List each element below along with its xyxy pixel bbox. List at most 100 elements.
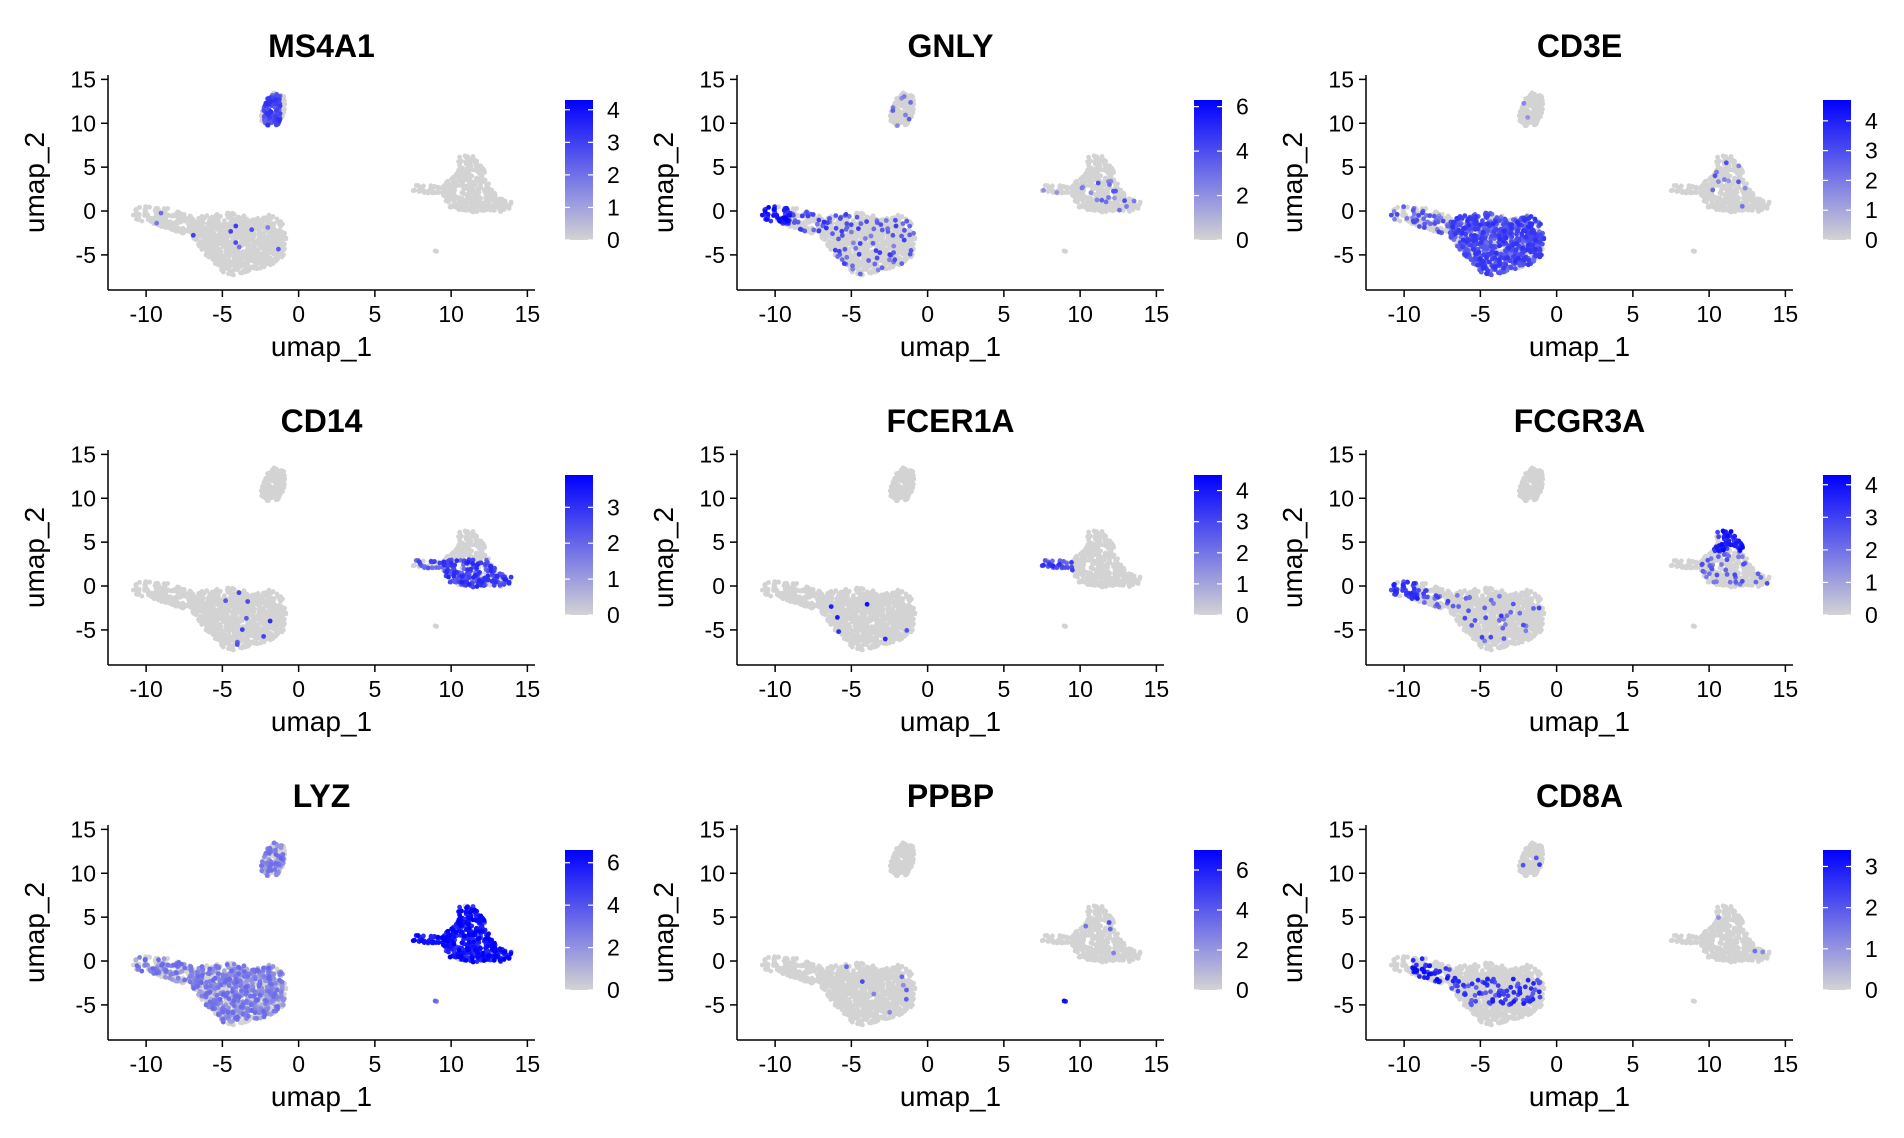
data-point <box>261 222 266 228</box>
data-point <box>879 244 885 250</box>
data-point-expressed <box>1392 216 1397 222</box>
data-point <box>478 195 483 201</box>
data-point <box>208 247 214 253</box>
data-point <box>185 216 191 221</box>
data-point <box>1699 187 1705 193</box>
legend-tick-label: 6 <box>1236 94 1249 120</box>
data-point <box>1105 163 1110 168</box>
data-point-expressed <box>816 228 822 234</box>
data-point <box>186 221 191 227</box>
data-point-expressed <box>233 223 239 229</box>
data-point <box>482 170 487 175</box>
data-point-expressed <box>265 122 271 128</box>
data-point-expressed <box>853 245 859 251</box>
data-point <box>1517 109 1523 114</box>
data-point-expressed <box>903 112 908 118</box>
data-point <box>225 264 231 270</box>
data-point <box>239 222 245 228</box>
data-point <box>1531 112 1536 118</box>
data-point-expressed <box>273 97 278 103</box>
data-point <box>280 252 286 258</box>
data-point <box>1098 173 1104 179</box>
data-point <box>252 219 258 225</box>
data-point <box>458 159 463 165</box>
data-point-expressed <box>1489 249 1495 255</box>
data-point-expressed <box>771 213 776 218</box>
data-point <box>1088 206 1094 212</box>
data-point <box>1687 184 1693 190</box>
data-point <box>1709 198 1715 204</box>
data-point <box>1692 249 1697 254</box>
data-point-expressed <box>902 227 907 233</box>
data-point <box>483 186 488 192</box>
data-point <box>468 178 474 184</box>
data-point <box>896 245 901 251</box>
data-point-expressed <box>1468 242 1474 248</box>
data-point-expressed <box>1106 195 1111 200</box>
data-point <box>1096 166 1102 172</box>
data-point-expressed <box>872 261 878 267</box>
data-point <box>1724 183 1730 189</box>
data-point-expressed <box>839 228 845 234</box>
data-point-expressed <box>1428 221 1433 227</box>
data-point <box>257 231 263 237</box>
y-tick-label: -5 <box>76 242 96 268</box>
data-point <box>272 241 278 247</box>
data-point-expressed <box>1122 198 1127 204</box>
data-point-expressed <box>276 246 281 252</box>
data-point-expressed <box>907 232 913 238</box>
data-point-expressed <box>1712 173 1718 179</box>
data-point <box>215 221 221 227</box>
data-point <box>1725 166 1731 172</box>
data-point-expressed <box>899 233 904 239</box>
x-tick-label: 10 <box>1067 301 1093 327</box>
data-point <box>463 161 469 167</box>
data-point <box>1736 195 1741 201</box>
data-point <box>212 238 218 244</box>
data-point-expressed <box>833 225 839 231</box>
data-point-expressed <box>276 116 281 122</box>
data-point <box>1087 159 1092 165</box>
data-point <box>1080 178 1085 184</box>
data-point-expressed <box>1525 115 1531 120</box>
data-point <box>832 241 838 247</box>
data-point <box>1740 170 1745 175</box>
data-point <box>237 260 242 265</box>
legend-colorbar <box>565 100 593 240</box>
data-point <box>265 261 271 267</box>
data-point <box>1719 183 1725 189</box>
data-point-expressed <box>1742 185 1748 191</box>
x-tick-label: 15 <box>515 301 541 327</box>
data-point <box>446 199 451 205</box>
data-point <box>859 259 865 265</box>
data-point-expressed <box>879 227 885 233</box>
data-point <box>1704 187 1710 193</box>
data-point-expressed <box>1485 228 1490 234</box>
data-point-expressed <box>892 257 898 263</box>
data-point <box>477 179 483 185</box>
data-point <box>461 183 467 189</box>
data-point <box>460 198 466 204</box>
data-point-expressed <box>233 240 239 246</box>
y-tick-label: 10 <box>70 110 96 136</box>
data-point <box>236 215 242 221</box>
data-point-expressed <box>1462 252 1468 258</box>
data-point <box>1740 177 1746 183</box>
data-point-expressed <box>1459 216 1465 221</box>
data-point <box>1525 95 1530 101</box>
data-point-expressed <box>1723 160 1729 166</box>
data-point <box>1070 187 1076 193</box>
data-point-expressed <box>842 246 848 252</box>
data-point-expressed <box>906 116 912 122</box>
y-axis-label: umap_2 <box>19 132 50 233</box>
x-tick-label: 5 <box>997 301 1010 327</box>
legend-tick-label: 0 <box>607 227 620 253</box>
data-point <box>1075 199 1080 205</box>
data-point <box>901 246 907 252</box>
data-point <box>1065 190 1071 196</box>
data-point <box>854 259 860 265</box>
data-point-expressed <box>891 243 897 249</box>
data-point <box>882 254 888 259</box>
data-point <box>245 245 251 251</box>
